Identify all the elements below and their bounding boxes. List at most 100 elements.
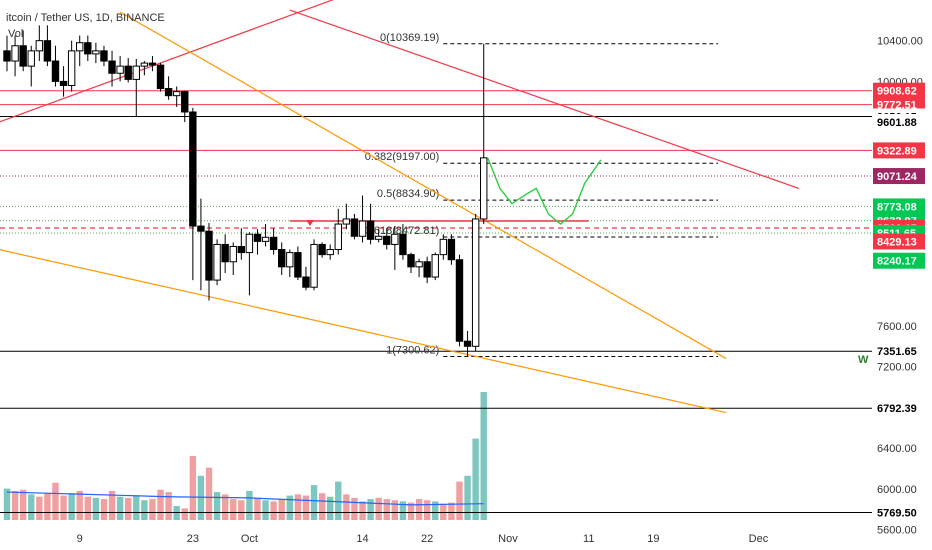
price-level-badge: 8773.08 — [873, 198, 925, 215]
candle-body — [100, 50, 108, 62]
badge-bg — [873, 198, 925, 215]
volume-bar — [181, 508, 188, 520]
candle — [286, 249, 294, 278]
volume-bar — [318, 493, 326, 520]
candle-body — [399, 233, 407, 256]
volume-bar — [480, 392, 487, 520]
volume-bar — [28, 494, 35, 520]
time-tick-label: Dec — [749, 533, 769, 545]
candle — [221, 234, 229, 273]
volume-bar — [108, 490, 116, 520]
candle-body — [342, 218, 351, 225]
time-tick-label: 22 — [421, 533, 433, 545]
volume-bar — [262, 500, 269, 520]
projection-path — [487, 157, 602, 225]
candle — [342, 203, 351, 230]
volume-bar — [100, 499, 108, 520]
trendline — [289, 9, 800, 189]
volume-bar — [173, 506, 180, 520]
badge-label: 7351.65 — [877, 346, 917, 358]
price-level-badge: 6792.39 — [873, 400, 925, 417]
volume-bar — [84, 496, 91, 520]
candle — [261, 224, 270, 247]
volume-bar — [286, 495, 293, 520]
candle-body — [3, 50, 11, 62]
down-arrow-icon — [306, 220, 315, 227]
candle-body — [197, 225, 205, 232]
candle — [172, 86, 181, 107]
candle-body — [366, 220, 375, 240]
candle-body — [358, 220, 367, 237]
price-level-badge: 9071.24 — [873, 168, 925, 185]
volume-bar — [351, 497, 358, 520]
candle-body — [11, 45, 19, 62]
volume-bar — [76, 490, 83, 520]
volume-bar — [68, 493, 75, 520]
fib-level-label: 0(10369.19) — [380, 32, 439, 44]
volume-bar — [205, 467, 213, 520]
candle — [294, 246, 302, 281]
candle-body — [253, 233, 262, 242]
candle — [431, 252, 439, 281]
price-tick-label: 7600.00 — [877, 321, 917, 333]
candle-body — [455, 259, 464, 342]
badge-bg — [873, 168, 925, 185]
candle-body — [92, 50, 100, 55]
candle — [374, 229, 383, 243]
candle — [51, 45, 60, 87]
fib-level-label: 0.5(8834.90) — [377, 188, 439, 200]
price-tick-label: 7200.00 — [877, 362, 917, 374]
volume-bar — [254, 497, 261, 520]
candle-body — [334, 223, 342, 251]
candle — [310, 239, 318, 291]
volume-bar — [19, 489, 27, 520]
candle — [140, 61, 149, 76]
volume-bar — [270, 501, 277, 520]
price-tick-label: 10400.00 — [877, 36, 923, 48]
volume-bar — [165, 492, 172, 520]
candle-body — [261, 236, 270, 242]
candle — [399, 224, 407, 260]
time-tick-label: 14 — [356, 533, 368, 545]
candle — [326, 244, 334, 260]
badge-label: 8240.17 — [877, 256, 917, 268]
volume-bar — [11, 490, 19, 520]
candle-body — [391, 233, 399, 245]
price-tick-label: 6000.00 — [877, 484, 917, 496]
trendline — [0, 0, 334, 123]
volume-bar — [456, 481, 463, 520]
candle-body — [205, 230, 213, 281]
candle — [205, 223, 213, 301]
candle — [480, 43, 488, 225]
volume-bar — [440, 503, 447, 520]
badge-label: 9071.24 — [877, 171, 918, 183]
candle — [237, 228, 246, 260]
price-level-badge: 9908.62 — [873, 82, 925, 99]
candle — [189, 107, 197, 281]
badge-bg — [873, 113, 925, 130]
candle — [43, 25, 52, 67]
candle — [455, 254, 464, 347]
volume-bar — [343, 494, 350, 520]
candle — [124, 57, 132, 83]
candle-body — [35, 40, 44, 52]
candle — [84, 35, 92, 62]
volume-bar — [278, 499, 285, 520]
candle — [269, 228, 278, 255]
volume-bar — [432, 501, 439, 520]
candle — [3, 35, 11, 72]
badge-label: 9322.89 — [877, 145, 917, 157]
candle — [278, 242, 286, 275]
candle — [92, 42, 100, 64]
candle — [108, 50, 116, 87]
volume-bar — [92, 497, 100, 520]
candle — [471, 213, 480, 352]
trendline — [119, 11, 727, 360]
candle — [67, 40, 76, 92]
candle-body — [229, 245, 237, 263]
price-level-badge: 9322.89 — [873, 142, 925, 159]
candle — [164, 76, 173, 100]
candle-body — [286, 252, 294, 268]
candle-body — [108, 60, 116, 74]
